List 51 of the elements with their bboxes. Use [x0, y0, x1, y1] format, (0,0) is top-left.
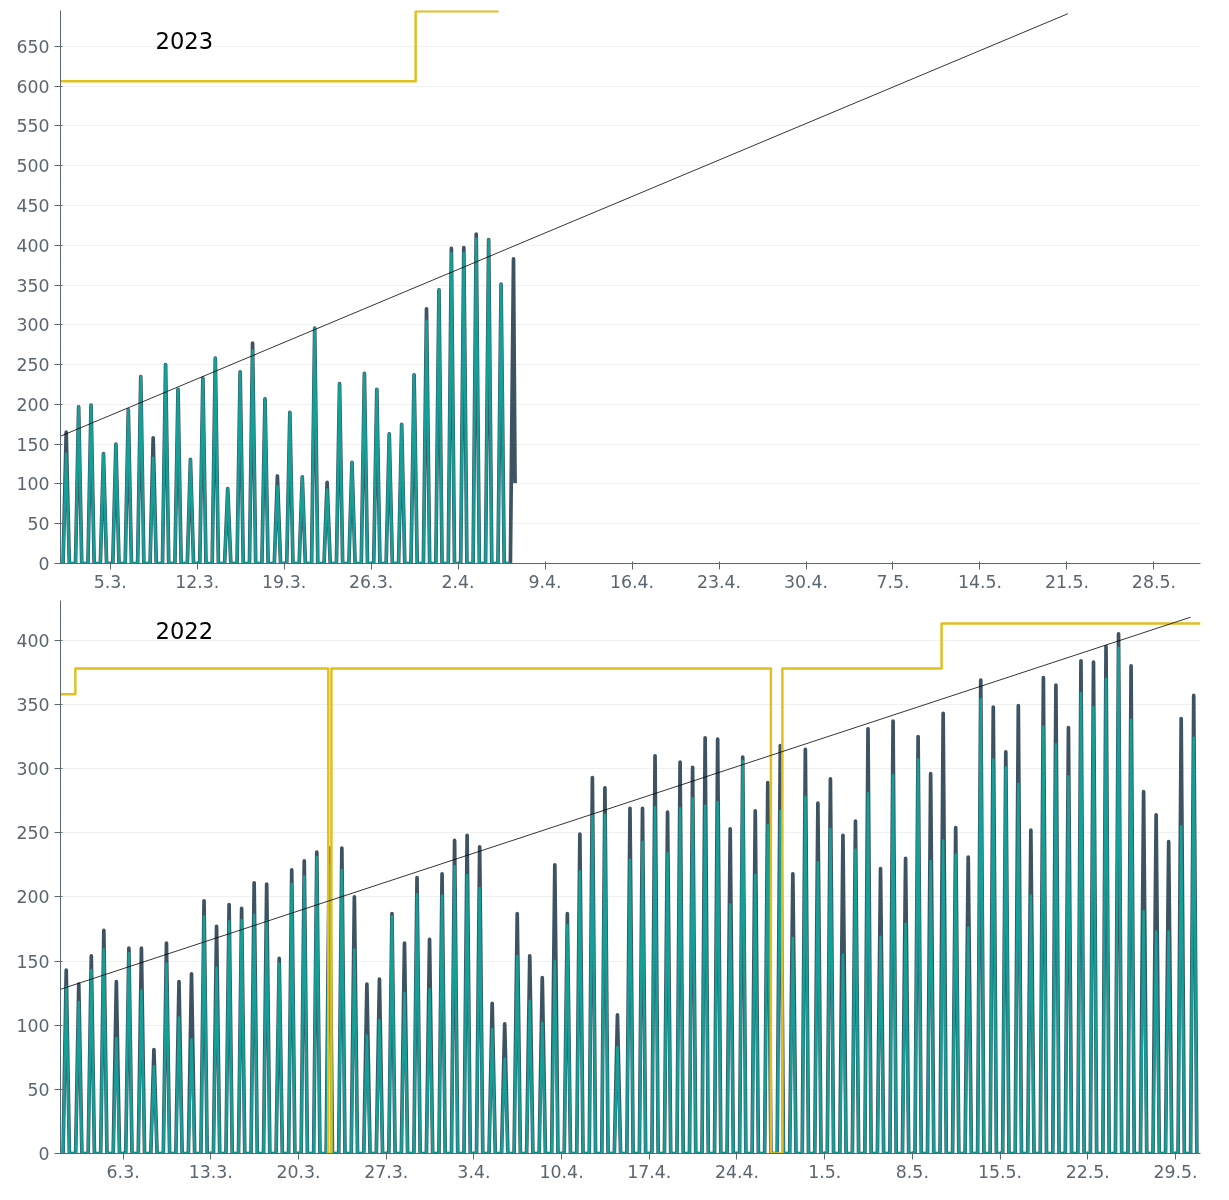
- y-tick-label: 500: [16, 156, 50, 177]
- x-tick-label: 23.4.: [696, 571, 742, 592]
- text: 2022: [155, 617, 214, 644]
- y-tick-label: 550: [16, 116, 50, 137]
- x-tick-label: 9.4.: [528, 571, 562, 592]
- y-tick-label: 600: [16, 76, 50, 97]
- y-tick-label: 650: [16, 36, 50, 57]
- y-tick-label: 150: [16, 434, 50, 455]
- y-tick-label: 200: [16, 887, 50, 908]
- y-tick-label: 350: [16, 694, 50, 715]
- x-tick-label: 12.3.: [175, 571, 220, 592]
- x-tick-label: 1.5.: [808, 1161, 842, 1182]
- x-tick-label: 19.3.: [262, 571, 307, 592]
- x-tick-label: 24.4.: [714, 1161, 760, 1182]
- x-tick-label: 5.3.: [93, 571, 127, 592]
- y-tick-label: 450: [16, 195, 50, 216]
- x-tick-label: 13.3.: [188, 1161, 233, 1182]
- y-tick-label: 250: [16, 355, 50, 376]
- x-tick-label: 3.4.: [457, 1161, 491, 1182]
- y-tick-label: 0: [38, 554, 50, 574]
- x-tick-label: 17.4.: [627, 1161, 672, 1182]
- x-tick-label: 21.5.: [1044, 571, 1089, 592]
- x-tick-label: 15.5.: [978, 1161, 1023, 1182]
- y-tick-label: 300: [16, 759, 50, 780]
- x-tick-label: 30.4.: [783, 571, 829, 592]
- text: 2023: [155, 27, 214, 54]
- y-tick-label: 0: [38, 1144, 50, 1164]
- x-tick-label: 20.3.: [276, 1161, 321, 1182]
- x-tick-label: 2.4.: [441, 571, 475, 592]
- x-tick-label: 16.4.: [610, 571, 655, 592]
- x-tick-label: 27.3.: [364, 1161, 409, 1182]
- x-tick-label: 7.5.: [876, 571, 910, 592]
- y-tick-label: 150: [16, 951, 50, 972]
- x-tick-label: 14.5.: [957, 571, 1002, 592]
- x-tick-label: 6.3.: [106, 1161, 140, 1182]
- y-tick-label: 50: [27, 1079, 50, 1100]
- x-tick-label: 28.5.: [1131, 571, 1176, 592]
- y-tick-label: 250: [16, 823, 50, 844]
- x-tick-label: 26.3.: [349, 571, 394, 592]
- x-tick-label: 22.5.: [1065, 1161, 1110, 1182]
- y-tick-label: 50: [27, 514, 50, 535]
- y-tick-label: 200: [16, 394, 50, 415]
- x-tick-label: 10.4.: [539, 1161, 584, 1182]
- y-tick-label: 300: [16, 315, 50, 336]
- y-tick-label: 100: [16, 1015, 50, 1036]
- x-tick-label: 29.5.: [1153, 1161, 1198, 1182]
- y-tick-label: 100: [16, 474, 50, 495]
- y-tick-label: 400: [16, 630, 50, 651]
- x-tick-label: 8.5.: [895, 1161, 929, 1182]
- y-tick-label: 400: [16, 235, 50, 256]
- y-tick-label: 350: [16, 275, 50, 296]
